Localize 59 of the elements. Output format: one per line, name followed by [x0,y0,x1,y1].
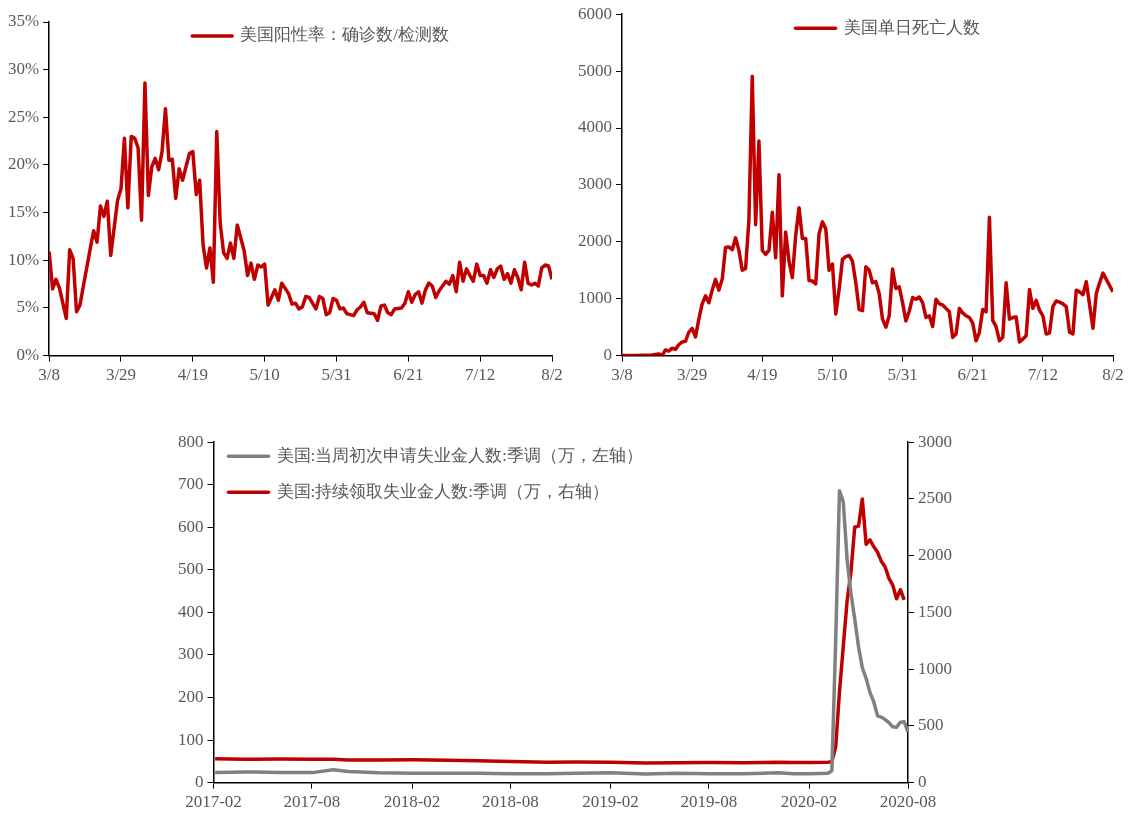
y-tick-label: 200 [178,686,204,706]
y2-tick-label: 1500 [918,601,952,621]
y-tick-label: 6000 [578,3,612,23]
y-tick-label: 10% [7,249,40,269]
x-tick-label: 2019-08 [680,792,738,812]
x-tick-label: 2018-02 [383,792,441,812]
y-tick-label: 15% [7,202,40,222]
y2-tick-label: 1000 [918,658,952,678]
x-tick-label: 5/10 [817,365,848,385]
y-tick-label: 3000 [578,174,612,194]
x-tick-label: 2020-08 [879,792,937,812]
x-tick-label: 5/31 [321,365,352,385]
y-tick-label: 20% [7,154,40,174]
y-tick-label: 35% [7,11,40,31]
x-tick-label: 2017-02 [185,792,242,812]
x-tick-label: 2018-08 [482,792,539,812]
y-tick-label: 700 [178,474,204,494]
y2-tick-label: 2500 [918,488,952,508]
x-tick-label: 5/31 [887,365,918,385]
y-tick-label: 30% [7,59,40,79]
x-tick-label: 3/29 [677,365,708,385]
y-tick-label: 5000 [578,60,612,80]
x-tick-label: 6/21 [393,365,424,385]
x-tick-label: 3/8 [38,365,61,385]
x-tick-label: 4/19 [177,365,208,385]
y2-tick-label: 500 [918,715,944,735]
y-tick-label: 600 [178,516,204,536]
y-tick-label: 0 [603,345,612,365]
y-tick-label: 500 [178,559,204,579]
x-tick-label: 2020-02 [780,792,838,812]
y2-tick-label: 3000 [918,431,952,451]
y-tick-label: 300 [178,644,204,664]
x-tick-label: 3/29 [105,365,137,385]
x-tick-label: 8/2 [541,365,563,385]
legend-label: 美国单日死亡人数 [843,17,980,37]
legend-label: 美国:持续领取失业金人数:季调（万，右轴） [276,481,609,501]
y2-tick-label: 0 [918,772,927,792]
y-tick-label: 0% [16,345,40,365]
y-tick-label: 100 [178,729,204,749]
y-tick-label: 400 [178,601,204,621]
legend-label: 美国:当周初次申请失业金人数:季调（万，左轴） [276,445,643,465]
x-tick-label: 2017-08 [283,792,341,812]
y-tick-label: 25% [7,106,40,126]
y-tick-label: 2000 [578,231,612,251]
y-tick-label: 800 [178,431,204,451]
y-tick-label: 4000 [578,117,612,137]
x-tick-label: 3/8 [611,365,633,385]
y2-tick-label: 2000 [918,545,952,565]
x-tick-label: 4/19 [747,365,778,385]
y-tick-label: 5% [16,297,40,317]
x-tick-label: 2019-02 [582,792,639,812]
y-tick-label: 1000 [578,288,612,308]
x-tick-label: 7/12 [1027,365,1058,385]
x-tick-label: 8/2 [1102,365,1124,385]
x-tick-label: 6/21 [957,365,988,385]
x-tick-label: 7/12 [465,365,496,385]
y-tick-label: 0 [195,772,204,792]
legend-label: 美国阳性率：确诊数/检测数 [240,25,449,45]
x-tick-label: 5/10 [249,365,280,385]
